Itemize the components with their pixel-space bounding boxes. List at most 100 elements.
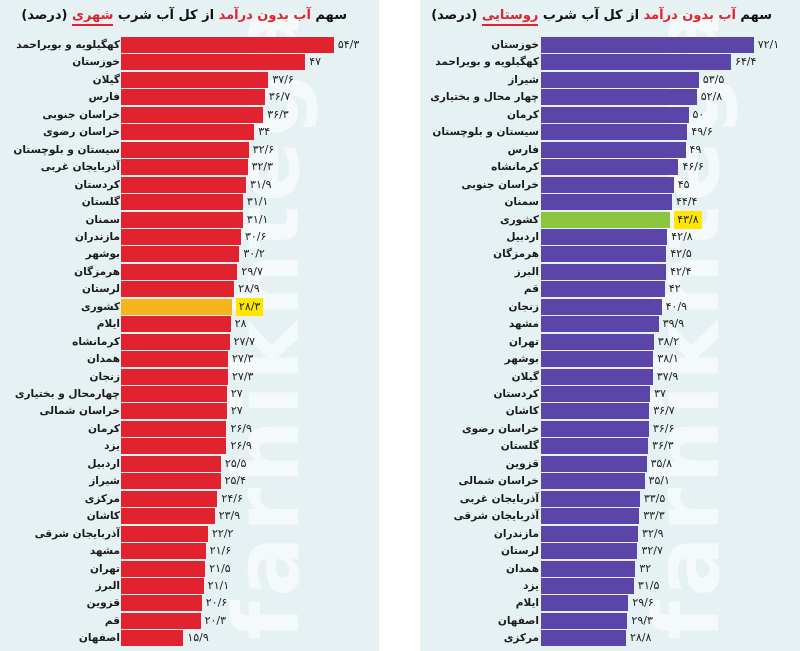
- bar: [121, 281, 235, 298]
- bar: [541, 473, 645, 490]
- bar-row: آذربایجان شرقی ۳۳/۳: [420, 507, 800, 525]
- bar: [541, 37, 754, 53]
- value-label: ۴۶/۶: [682, 160, 704, 174]
- value-label: ۴۷: [309, 55, 322, 69]
- category-label: کردستان: [493, 388, 539, 400]
- bar: [541, 316, 659, 333]
- value-label: ۳۴: [258, 125, 271, 139]
- value-label: ۲۸/۳: [235, 297, 264, 316]
- bar-row: خوزستان ۴۷: [0, 53, 379, 71]
- value-label: ۳۷/۶: [272, 72, 294, 86]
- category-label: اردبیل: [506, 230, 539, 243]
- bar-row: سمنان ۳۱/۱: [0, 211, 379, 229]
- title-underlined: روستایی: [481, 8, 539, 26]
- bar: [541, 351, 654, 368]
- urban-chart-panel: farhikhtegan سهم آب بدون درآمد از کل آب …: [0, 0, 379, 651]
- value-label: ۲۸/۸: [629, 631, 652, 645]
- value-label: ۴۹/۶: [691, 125, 713, 139]
- category-label: فارس: [507, 143, 539, 156]
- bar-row: اصفهان ۲۹/۳: [420, 612, 800, 630]
- title-part: از کل آب شرب: [538, 8, 644, 23]
- category-label: بوشهر: [85, 248, 120, 261]
- title-part: سهم: [735, 8, 772, 23]
- bar-row: فارس ۳۶/۷: [0, 88, 379, 106]
- title-part: سهم: [310, 8, 347, 23]
- bar: [121, 106, 264, 123]
- bar-row: گیلان ۳۷/۶: [0, 71, 379, 89]
- bar-row: گیلان ۳۷/۹: [420, 368, 800, 386]
- bar-row: کاشان ۳۶/۷: [420, 402, 800, 420]
- bar-row: زنجان ۲۷/۳: [0, 368, 379, 386]
- category-label: کرمانشاه: [491, 161, 539, 174]
- value-label: ۳۶/۶: [652, 421, 675, 435]
- bar: [541, 420, 649, 437]
- bar-row: البرز ۴۲/۴: [420, 263, 800, 281]
- bar: [541, 525, 639, 542]
- value-label: ۲۵/۵: [224, 456, 247, 470]
- bar: [541, 89, 697, 106]
- value-label: ۲۵/۴: [224, 474, 246, 488]
- bar-row: خراسان شمالی ۲۷: [0, 402, 379, 420]
- category-label: گلستان: [81, 196, 120, 209]
- category-label: یزد: [104, 440, 120, 453]
- bar: [121, 577, 204, 594]
- value-label: ۲۹/۶: [632, 596, 654, 610]
- bar: [121, 141, 249, 158]
- bar-row: سیستان و بلوچستان ۳۲/۶: [0, 141, 379, 159]
- category-label: زنجان: [89, 370, 120, 383]
- bar-row: کردستان ۳۱/۹: [0, 176, 379, 194]
- category-label: کرمانشاه: [72, 335, 120, 348]
- bar: [121, 473, 221, 490]
- bar: [121, 525, 209, 542]
- bar: [121, 455, 221, 472]
- value-label: ۳۰/۲: [243, 247, 265, 261]
- category-label: فارس: [88, 91, 120, 104]
- value-label: ۲۸: [234, 317, 247, 331]
- bar-row: مشهد ۳۹/۹: [420, 315, 800, 333]
- category-label: خراسان رضوی: [43, 126, 120, 139]
- value-label: ۳۲/۷: [641, 544, 663, 558]
- bar-row: بوشهر ۳۸/۱: [420, 350, 800, 368]
- value-label: ۴۴/۴: [675, 195, 698, 209]
- category-label: ایلام: [96, 318, 120, 331]
- bar-row: آذربایجان غربی ۳۳/۵: [420, 490, 800, 508]
- value-label: ۲۸/۹: [238, 282, 260, 296]
- category-label: همدان: [506, 562, 539, 575]
- rural-chart-title: سهم آب بدون درآمد از کل آب شرب روستایی (…: [431, 8, 772, 26]
- value-label: ۲۷: [230, 404, 243, 418]
- value-label: ۴۰/۹: [665, 299, 688, 313]
- value-label: ۳۲/۹: [642, 526, 664, 540]
- category-label: خوزستان: [491, 39, 539, 51]
- value-label: ۴۳/۸: [674, 210, 702, 229]
- category-label: هرمزگان: [74, 265, 120, 278]
- category-label: کشوری: [499, 213, 539, 226]
- bar: [121, 543, 206, 560]
- bar-row: خراسان جنوبی ۴۵: [420, 176, 800, 194]
- bar: [121, 403, 227, 420]
- category-label: کرمان: [87, 422, 120, 435]
- bar-row: یزد ۲۶/۹: [0, 437, 379, 455]
- bar-row: خراسان شمالی ۳۵/۱: [420, 472, 800, 490]
- bar-row: کشوری ۴۳/۸: [420, 210, 800, 229]
- value-label: ۲۱/۵: [209, 561, 231, 575]
- bar: [121, 612, 201, 629]
- value-label: ۳۲: [639, 561, 652, 575]
- bar: [121, 420, 227, 437]
- category-label: آذربایجان شرقی: [34, 527, 120, 540]
- value-label: ۳۰/۶: [244, 229, 267, 243]
- bar: [541, 508, 640, 525]
- bar-row: کشوری ۲۸/۳: [0, 297, 379, 316]
- bar: [121, 89, 265, 106]
- bar-row: آذربایجان غربی ۳۲/۳: [0, 158, 379, 176]
- bar-row: خوزستان ۷۲/۱: [420, 36, 800, 54]
- bar-row: هرمزگان ۴۲/۵: [420, 245, 800, 263]
- value-label: ۳۱/۹: [250, 177, 272, 191]
- category-label: چهار محال و بختیاری: [430, 91, 539, 104]
- bar: [541, 71, 699, 88]
- value-label: ۴۹: [689, 142, 702, 156]
- category-label: کهگیلویه و بویراحمد: [435, 56, 539, 69]
- bar-row: قم ۲۰/۳: [0, 612, 379, 630]
- bar: [541, 246, 667, 263]
- bar: [541, 403, 650, 420]
- bar-row: قم ۴۲: [420, 280, 800, 298]
